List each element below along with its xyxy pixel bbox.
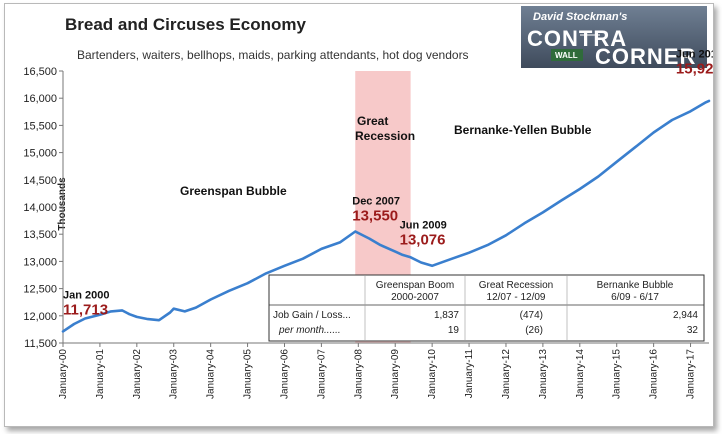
y-tick-label: 15,500	[23, 120, 57, 132]
annotation-date: Jan 2000	[63, 289, 109, 301]
y-tick-label: 16,000	[23, 93, 57, 105]
y-tick-label: 15,000	[23, 148, 57, 160]
wall-street-sign	[551, 49, 583, 61]
series-line	[61, 99, 711, 333]
chart-subtitle: Bartenders, waiters, bellhops, maids, pa…	[77, 48, 469, 62]
annotation-date: Dec 2007	[352, 195, 400, 207]
y-tick-label: 13,500	[23, 229, 57, 241]
chart-title: Bread and Circuses Economy	[65, 15, 306, 34]
x-tick-label: January-04	[206, 349, 217, 399]
table-cell: 19	[448, 325, 460, 336]
x-tick-label: January-03	[169, 349, 180, 399]
table-row-label-job-gain: Job Gain / Loss...	[273, 310, 351, 321]
y-tick-label: 12,000	[23, 311, 57, 323]
annotation-value: 13,076	[400, 231, 446, 248]
table-cell: (26)	[525, 325, 543, 336]
y-tick-label: 11,500	[24, 338, 57, 350]
x-tick-label: January-10	[427, 349, 438, 399]
x-tick-label: January-11	[464, 349, 475, 399]
annotation-value: 15,924	[676, 60, 713, 77]
annotation-date: Jun 2017	[676, 48, 713, 60]
x-tick-label: January-01	[95, 349, 106, 399]
x-tick-label: January-17	[686, 349, 697, 399]
great-recession-label-line1: Great	[357, 114, 388, 128]
table-header-recession-line1: Great Recession	[479, 280, 553, 291]
logo-word-contra: CONTRA	[527, 26, 627, 51]
great-recession-label-line2: Recession	[355, 129, 415, 143]
table-cell: (474)	[520, 310, 543, 321]
x-tick-label: January-12	[501, 349, 512, 399]
bernanke-yellen-bubble-label: Bernanke-Yellen Bubble	[454, 123, 592, 137]
annotation-value: 13,550	[352, 207, 398, 224]
line-chart: Bread and Circuses Economy Bartenders, w…	[23, 6, 713, 399]
x-tick-label: January-14	[575, 349, 586, 399]
logo-capitol-graphic	[580, 34, 600, 36]
x-tick-label: January-06	[279, 349, 290, 399]
logo-tagline: David Stockman's	[533, 11, 627, 23]
x-tick-label: January-07	[316, 349, 327, 399]
x-tick-label: January-16	[649, 349, 660, 399]
table-header-recession-line2: 12/07 - 12/09	[487, 292, 546, 303]
x-tick-label: January-05	[243, 349, 254, 399]
y-tick-label: 14,500	[23, 175, 57, 187]
table-header-bernanke-line1: Bernanke Bubble	[597, 280, 674, 291]
table-header-bernanke-line2: 6/09 - 6/17	[611, 292, 659, 303]
annotation-value: 11,713	[63, 301, 108, 318]
x-tick-label: January-15	[612, 349, 623, 399]
table-header-greenspan-line2: 2000-2007	[391, 292, 439, 303]
y-tick-label: 16,500	[23, 66, 57, 78]
table-box	[268, 274, 705, 342]
y-tick-label: 14,000	[23, 202, 57, 214]
logo-word-corner: CORNER	[595, 44, 696, 69]
table-cell: 32	[687, 325, 699, 336]
y-tick-label: 13,000	[23, 256, 57, 268]
table-row-label-per-month: per month......	[278, 325, 341, 336]
greenspan-bubble-label: Greenspan Bubble	[180, 184, 287, 198]
contra-corner-logo: David Stockman's CONTRA WALL CORNER	[521, 6, 707, 69]
wall-sign-text: WALL	[555, 51, 578, 60]
x-tick-label: January-00	[58, 349, 69, 399]
x-tick-label: January-09	[390, 349, 401, 399]
chart-frame: Bread and Circuses Economy Bartenders, w…	[4, 3, 714, 427]
y-tick-label: 12,500	[23, 284, 57, 296]
x-tick-label: January-08	[353, 349, 364, 399]
x-tick-label: January-13	[538, 349, 549, 399]
x-tick-label: January-02	[132, 349, 143, 399]
table-cell: 1,837	[434, 310, 459, 321]
summary-table: Greenspan Boom 2000-2007 Great Recession…	[268, 274, 705, 342]
table-header-greenspan-line1: Greenspan Boom	[376, 280, 454, 291]
table-cell: 2,944	[673, 310, 698, 321]
annotation-date: Jun 2009	[400, 219, 447, 231]
